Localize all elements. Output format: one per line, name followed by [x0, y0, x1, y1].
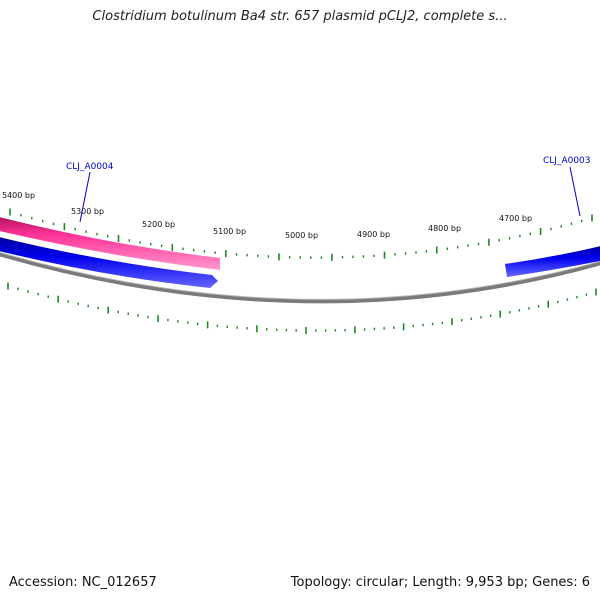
- gene-leader-CLJ_A0004: [79, 171, 91, 223]
- ruler-label-5100: 5100 bp: [213, 227, 246, 236]
- map-title: Clostridium botulinum Ba4 str. 657 plasm…: [92, 9, 508, 24]
- ruler-label-4700: 4700 bp: [499, 214, 532, 223]
- accession-text: Accession: NC_012657: [9, 575, 157, 590]
- ruler-label-5400: 5400 bp: [2, 191, 35, 200]
- ruler-label-4800: 4800 bp: [428, 224, 461, 233]
- inner-tick-ring: [7, 282, 597, 334]
- feature-reverse-CLJ_A0004[interactable]: [0, 236, 218, 288]
- gene-label-CLJ_A0004[interactable]: CLJ_A0004: [66, 162, 114, 172]
- backbone-arc: [0, 252, 600, 304]
- backbone-arc-highlight: [0, 251, 600, 300]
- ruler-label-5200: 5200 bp: [142, 220, 175, 229]
- feature-forward-CLJ_A0004[interactable]: [0, 216, 220, 270]
- ruler-label-5000: 5000 bp: [285, 231, 318, 240]
- topology-summary: Topology: circular; Length: 9,953 bp; Ge…: [290, 575, 590, 590]
- gene-leader-CLJ_A0003: [569, 166, 581, 217]
- outer-tick-ring: [9, 208, 593, 261]
- feature-reverse-CLJ_A0003[interactable]: [505, 245, 600, 277]
- ruler-label-5300: 5300 bp: [71, 207, 104, 216]
- ruler-label-4900: 4900 bp: [357, 230, 390, 239]
- gene-label-CLJ_A0003[interactable]: CLJ_A0003: [543, 156, 591, 166]
